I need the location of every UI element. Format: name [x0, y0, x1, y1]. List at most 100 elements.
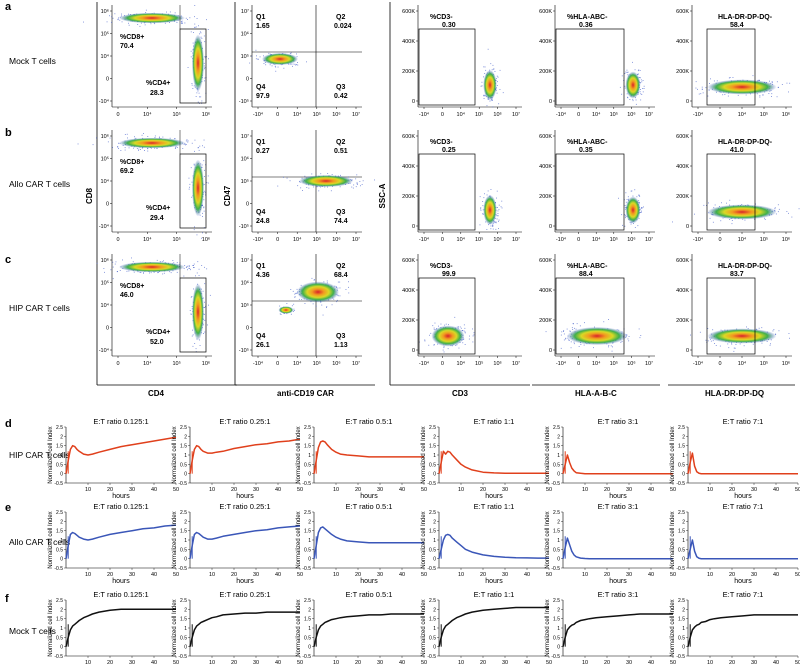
ssc-0-xtick-label: -10⁴	[419, 111, 430, 118]
ssc-2-ytick-label: 200K	[676, 69, 689, 75]
cd47-ytick-label: -10⁵	[239, 98, 249, 105]
imp-ytick-label: 2	[60, 434, 63, 440]
q1-value: 0.27	[256, 148, 270, 155]
imp-ytick-label: 0	[184, 645, 187, 651]
ssc-0-ytick-label: 200K	[402, 69, 415, 75]
imp-ytick-label: 0	[60, 645, 63, 651]
imp-ytick-label: 1	[682, 626, 685, 632]
ssc-population	[545, 319, 642, 352]
imp-ytick-label: 0.5	[553, 462, 560, 468]
ssc-1-xtick-label: 0	[577, 112, 580, 118]
ssc-0-xtick-label: 10⁵	[475, 111, 483, 118]
imp-ytick-label: 2	[184, 607, 187, 613]
ssc-0-ytick-label: 600K	[402, 134, 415, 140]
imp-ytick-label: -0.5	[676, 566, 685, 572]
ssc-0-xtick-label: 10⁴	[457, 360, 466, 367]
q3-value: 1.13	[334, 342, 348, 349]
imp-xtick-label: 50	[297, 487, 303, 493]
cd4cd8-ytick-label: 10⁶	[101, 133, 109, 140]
ssc-2-ytick-label: 600K	[676, 9, 689, 15]
ssc-gate-label: HLA-DR-DP-DQ-	[718, 14, 773, 21]
ratio-title: E:T ratio 1:1	[474, 590, 515, 599]
imp-ytick-label: 0.5	[56, 547, 63, 553]
imp-xtick-label: 50	[173, 572, 179, 578]
imp-xtick-label: 40	[399, 572, 405, 578]
imp-xtick-label: 10	[85, 487, 91, 493]
cd4cd8-xtick-label: 10⁶	[202, 360, 210, 367]
ssc-1-xtick-label: 10⁴	[592, 236, 601, 243]
cd4cd8-xtick-label: 10⁵	[172, 236, 180, 243]
imp-ytick-label: 2	[184, 434, 187, 440]
imp-ytick-label: 1	[184, 626, 187, 632]
impedance-plot: E:T ratio 0.25:1 -0.5 0 0.5 1 1.5 2 2.5 10 20 30 40…	[172, 417, 303, 500]
imp-ytick-label: 1	[308, 626, 311, 632]
ssc-gate	[706, 153, 756, 231]
ssc-plot-HLA-DR-DP-DQ: -10⁴ 0 10⁴ 10⁵ 10⁶ 0 200K 400K 600K HLA-DR-DP-DQ-…	[676, 254, 792, 367]
imp-xlabel: hours	[236, 578, 254, 585]
imp-ytick-label: 2.5	[56, 425, 63, 431]
imp-ytick-label: 0.5	[678, 547, 685, 553]
ssc-gate-label: %HLA-ABC-	[567, 139, 608, 146]
series-line	[313, 526, 424, 559]
imp-xtick-label: 20	[355, 487, 361, 493]
ssc-2-xtick-label: -10⁴	[693, 360, 704, 367]
cd4cd8-ytick-label: 10⁴	[101, 302, 110, 309]
imp-ytick-label: -0.5	[551, 654, 560, 660]
ssc-plot-HLA-A-B-C: -10⁴ 0 10⁴ 10⁵ 10⁶ 10⁷ 0 200K 400K 600K %HLA-ABC-0…	[539, 5, 655, 118]
imp-ytick-label: 1.5	[678, 444, 685, 450]
imp-xlabel: hours	[609, 493, 627, 500]
cd47-population	[277, 173, 375, 192]
imp-ytick-label: 1	[433, 626, 436, 632]
imp-ytick-label: 1	[433, 538, 436, 544]
imp-ytick-label: 2	[308, 607, 311, 613]
ssc-2-xtick-label: 10⁶	[782, 111, 790, 118]
imp-ylabel: Normalized cell Index	[545, 511, 551, 568]
cd4cd8-ytick-label: 0	[106, 77, 109, 83]
ssc-2-ytick-label: 400K	[676, 164, 689, 170]
ssc-1-xtick-label: -10⁴	[556, 111, 567, 118]
ratio-title: E:T ratio 0.25:1	[219, 417, 270, 426]
hla-dr-axis-label: HLA-DR-DP-DQ	[705, 389, 764, 398]
ssc-0-ytick-label: 200K	[402, 318, 415, 324]
cd47-axis-label: CD47	[223, 185, 232, 206]
series-line	[687, 539, 798, 560]
imp-xtick-label: 10	[458, 487, 464, 493]
imp-ytick-label: 2	[60, 519, 63, 525]
imp-ylabel: Normalized cell Index	[545, 426, 551, 483]
ratio-title: E:T ratio 3:1	[598, 502, 639, 511]
ssc-population	[695, 75, 791, 98]
ssc-2-xtick-label: 0	[718, 112, 721, 118]
cd47-xtick-label: 10⁵	[313, 111, 321, 118]
imp-xtick-label: 40	[524, 572, 530, 578]
cd4cd8-ytick-label: 10⁵	[101, 280, 109, 287]
imp-ytick-label: 2	[557, 519, 560, 525]
ssc-0-xtick-label: -10⁴	[419, 236, 430, 243]
imp-xtick-label: 30	[377, 660, 383, 666]
impedance-plot: E:T ratio 0.5:1 -0.5 0 0.5 1 1.5 2 2.5 10 20 30 40 5…	[296, 590, 427, 666]
cd4-gate-value: 29.4	[150, 215, 164, 222]
imp-ylabel: Normalized cell Index	[48, 511, 54, 568]
imp-xlabel: hours	[485, 493, 503, 500]
imp-xtick-label: 20	[231, 487, 237, 493]
imp-ytick-label: -0.5	[178, 481, 187, 487]
ssc-0-xtick-label: 10⁷	[512, 111, 520, 118]
imp-xtick-label: 10	[707, 660, 713, 666]
imp-xtick-label: 10	[85, 660, 91, 666]
imp-ytick-label: -0.5	[427, 566, 436, 572]
imp-ytick-label: 0	[433, 472, 436, 478]
imp-xtick-label: 40	[151, 660, 157, 666]
imp-xtick-label: 10	[333, 572, 339, 578]
cd47-xtick-label: 0	[276, 237, 279, 243]
imp-xtick-label: 30	[377, 572, 383, 578]
ssc-population	[618, 189, 644, 228]
cd4-gate	[179, 28, 207, 104]
imp-ytick-label: 0.5	[678, 635, 685, 641]
cd4-gate-value: 52.0	[150, 339, 164, 346]
cd4-gate-label: %CD4+	[146, 329, 170, 336]
cd4cd8-xtick-label: 10⁴	[143, 111, 152, 118]
q1-value: 1.65	[256, 23, 270, 30]
imp-ylabel: Normalized cell Index	[172, 426, 178, 483]
ssc-1-xtick-label: 0	[577, 361, 580, 367]
ssc-2-xtick-label: 10⁶	[782, 236, 790, 243]
cd4cd8-ytick-label: 10⁶	[101, 257, 109, 264]
